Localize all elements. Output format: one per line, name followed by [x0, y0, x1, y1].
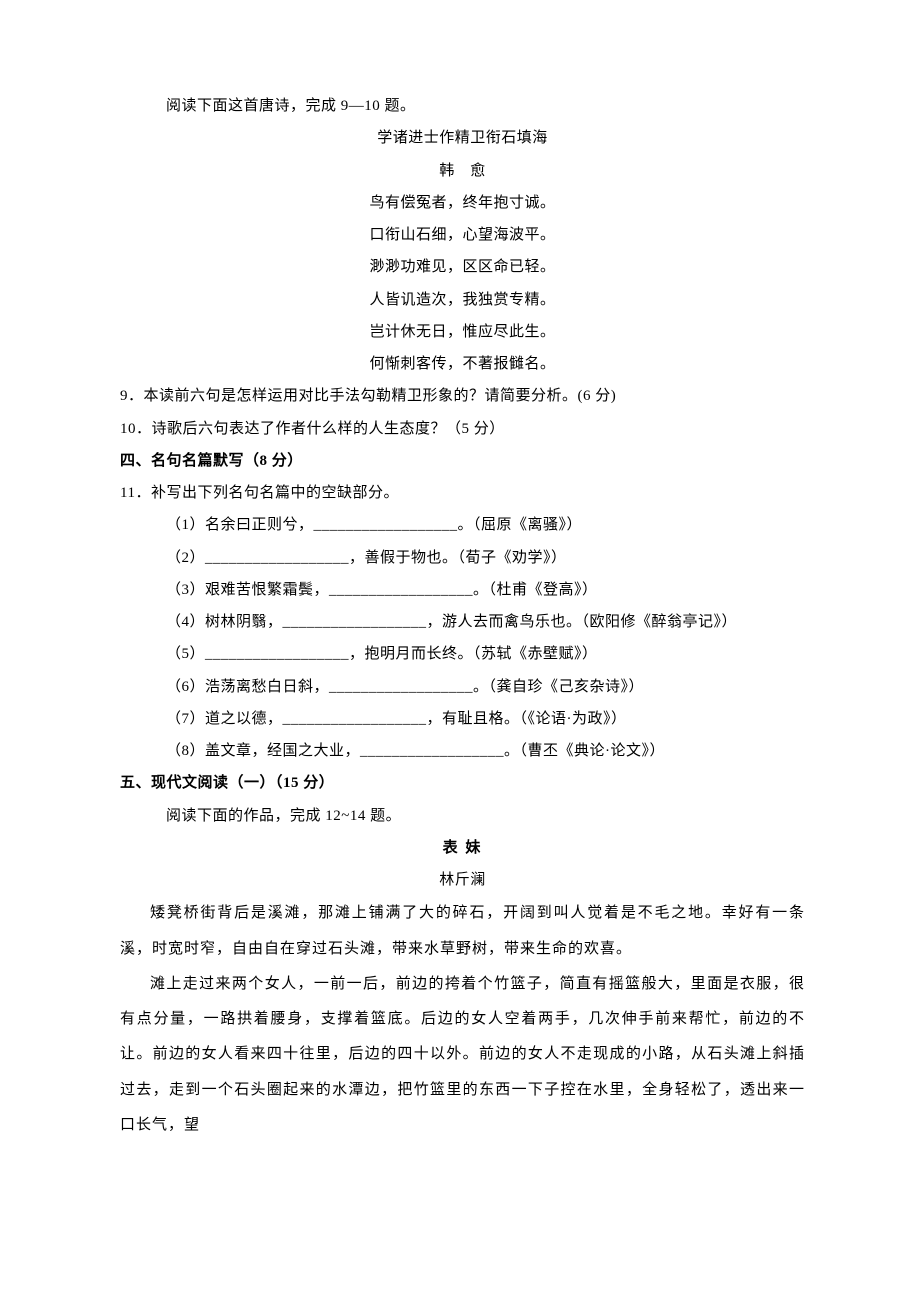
q11-item-1: （1）名余曰正则兮，__________________。（屈原《离骚》）: [120, 509, 805, 541]
q11-item-3: （3）艰难苦恨繁霜鬓，__________________。（杜甫《登高》）: [120, 574, 805, 606]
poem-line-3: 渺渺功难见，区区命已轻。: [120, 251, 805, 283]
question-11-stem: 11．补写出下列名句名篇中的空缺部分。: [120, 477, 805, 509]
q11-item-7: （7）道之以德，__________________，有耻且格。（《论语·为政》…: [120, 703, 805, 735]
story-para-2: 滩上走过来两个女人，一前一后，前边的挎着个竹篮子，简直有摇篮般大，里面是衣服，很…: [120, 967, 805, 1143]
section-5-heading: 五、现代文阅读（一）（15 分）: [120, 767, 805, 799]
poem-line-4: 人皆讥造次，我独赏专精。: [120, 284, 805, 316]
poem-line-6: 何惭刺客传，不著报雠名。: [120, 348, 805, 380]
q11-item-2: （2）__________________，善假于物也。（荀子《劝学》）: [120, 542, 805, 574]
poem-line-5: 岂计休无日，惟应尽此生。: [120, 316, 805, 348]
question-9: 9．本读前六句是怎样运用对比手法勾勒精卫形象的？请简要分析。(6 分): [120, 380, 805, 412]
reading-intro: 阅读下面的作品，完成 12~14 题。: [120, 800, 805, 832]
poem-title: 学诸进士作精卫衔石填海: [120, 122, 805, 154]
q11-item-6: （6）浩荡离愁白日斜，__________________。（龚自珍《己亥杂诗》…: [120, 671, 805, 703]
poem-intro: 阅读下面这首唐诗，完成 9—10 题。: [120, 90, 805, 122]
poem-author: 韩 愈: [120, 155, 805, 187]
story-title: 表 妹: [120, 832, 805, 864]
story-para-1: 矮凳桥街背后是溪滩，那滩上铺满了大的碎石，开阔到叫人觉着是不毛之地。幸好有一条溪…: [120, 896, 805, 967]
q11-item-8: （8）盖文章，经国之大业，__________________。（曹丕《典论·论…: [120, 735, 805, 767]
document-page: 阅读下面这首唐诗，完成 9—10 题。 学诸进士作精卫衔石填海 韩 愈 鸟有偿冤…: [0, 0, 920, 1302]
story-author: 林斤澜: [120, 864, 805, 896]
q11-item-4: （4）树林阴翳，__________________，游人去而禽鸟乐也。（欧阳修…: [120, 606, 805, 638]
poem-line-2: 口衔山石细，心望海波平。: [120, 219, 805, 251]
section-4-heading: 四、名句名篇默写（8 分）: [120, 445, 805, 477]
q11-item-5: （5）__________________，抱明月而长终。（苏轼《赤壁赋》）: [120, 638, 805, 670]
poem-line-1: 鸟有偿冤者，终年抱寸诚。: [120, 187, 805, 219]
question-10: 10．诗歌后六句表达了作者什么样的人生态度？（5 分）: [120, 413, 805, 445]
